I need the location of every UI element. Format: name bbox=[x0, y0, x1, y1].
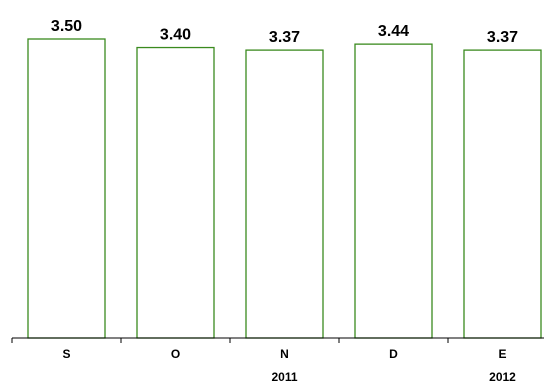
value-label: 3.40 bbox=[160, 27, 191, 44]
category-label: N bbox=[280, 347, 289, 361]
year-label: 2011 bbox=[271, 370, 297, 384]
category-label: D bbox=[389, 347, 398, 361]
bar-E bbox=[463, 49, 542, 339]
bar-S bbox=[27, 38, 106, 339]
category-label: E bbox=[498, 347, 506, 361]
year-label: 2012 bbox=[489, 370, 516, 384]
value-label: 3.44 bbox=[378, 23, 409, 40]
bars-group bbox=[27, 38, 542, 339]
value-labels-group: 3.50 3.40 3.37 3.44 3.37 bbox=[51, 18, 518, 46]
value-label: 3.37 bbox=[487, 29, 518, 46]
bar-O bbox=[136, 46, 215, 339]
bar-D bbox=[354, 43, 433, 339]
category-label: O bbox=[171, 347, 180, 361]
value-label: 3.37 bbox=[269, 29, 300, 46]
category-label: S bbox=[62, 347, 70, 361]
bar-N bbox=[245, 49, 324, 339]
x-axis-ticks bbox=[11, 338, 449, 343]
year-labels-group: 2011 2012 bbox=[271, 370, 516, 384]
value-label: 3.50 bbox=[51, 18, 82, 35]
